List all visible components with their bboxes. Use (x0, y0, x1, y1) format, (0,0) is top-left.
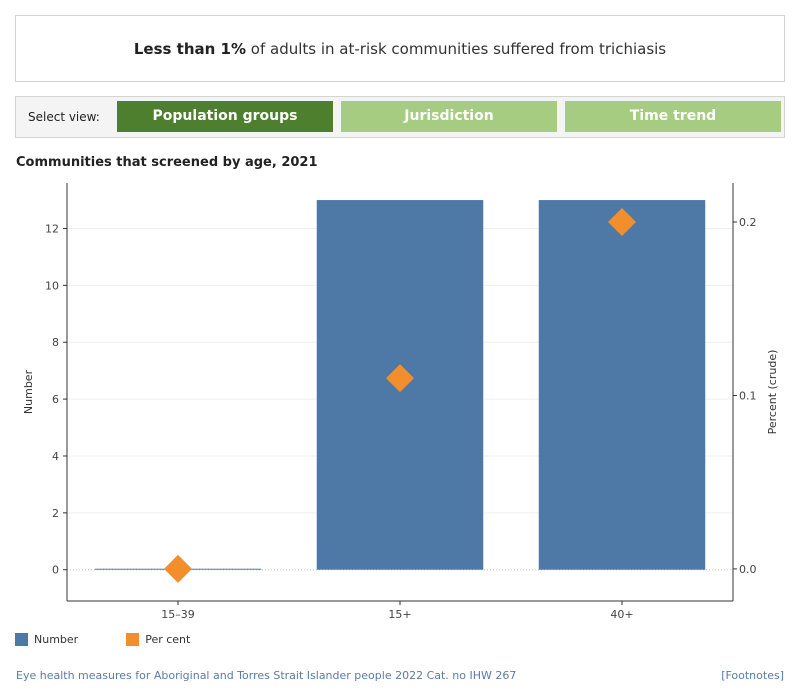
chart-title: Communities that screened by age, 2021 (16, 155, 318, 170)
footer-source[interactable]: Eye health measures for Aboriginal and T… (16, 669, 517, 682)
headline-bold: Less than 1% (133, 39, 247, 58)
y-tick-label: 10 (45, 279, 59, 292)
point-percent (608, 208, 636, 237)
legend-swatch-percent (126, 633, 140, 646)
y-tick-label: 12 (45, 222, 59, 235)
y-tick-label: 8 (52, 336, 59, 349)
y-tick-label: 6 (52, 393, 59, 406)
view-button-jurisdiction[interactable]: Jurisdiction (341, 101, 557, 132)
y-axis-title: Number (22, 369, 35, 414)
legend: Number Per cent (15, 633, 238, 646)
legend-label-percent: Per cent (145, 633, 191, 646)
view-selector-label: Select view: (28, 110, 100, 124)
y2-axis-title: Percent (crude) (766, 350, 779, 435)
point-percent (386, 364, 414, 393)
headline-text: of adults in at-risk communities suffere… (246, 39, 667, 58)
point-percent (164, 554, 192, 583)
legend-item-number: Number (15, 633, 78, 646)
y2-tick-label: 0.0 (739, 563, 757, 576)
x-tick-label: 15–39 (161, 608, 195, 621)
view-button-time-trend[interactable]: Time trend (565, 101, 781, 132)
legend-item-percent: Per cent (126, 633, 190, 646)
x-tick-label: 15+ (388, 608, 411, 621)
y-tick-label: 2 (52, 507, 59, 520)
legend-swatch-number (15, 633, 28, 646)
y2-tick-label: 0.2 (739, 216, 757, 229)
footnotes-link[interactable]: [Footnotes] (721, 669, 784, 682)
y2-tick-label: 0.1 (739, 389, 757, 402)
x-tick-label: 40+ (610, 608, 633, 621)
headline-box: Less than 1% of adults in at-risk commun… (15, 15, 785, 82)
view-button-population-groups[interactable]: Population groups (117, 101, 333, 132)
y-tick-label: 4 (52, 450, 59, 463)
view-selector: Select view: Population groups Jurisdict… (15, 96, 785, 138)
y-tick-label: 0 (52, 564, 59, 577)
legend-label-number: Number (34, 633, 79, 646)
bar-number (538, 200, 706, 570)
